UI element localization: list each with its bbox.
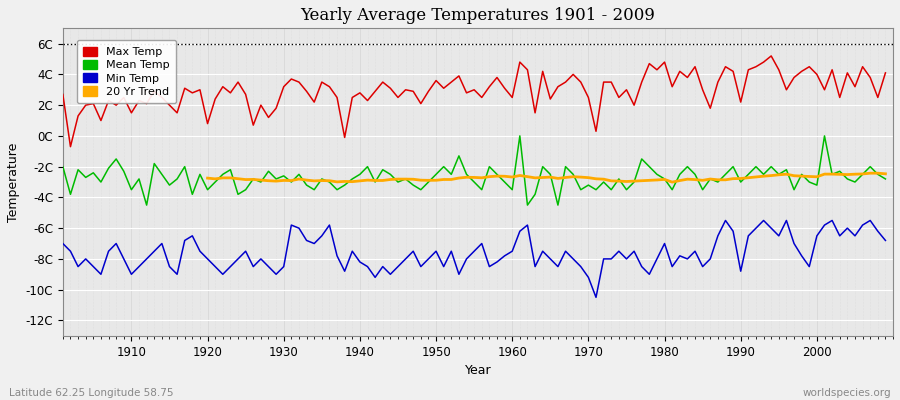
- Legend: Max Temp, Mean Temp, Min Temp, 20 Yr Trend: Max Temp, Mean Temp, Min Temp, 20 Yr Tre…: [76, 40, 176, 104]
- Y-axis label: Temperature: Temperature: [7, 142, 20, 222]
- Text: worldspecies.org: worldspecies.org: [803, 388, 891, 398]
- X-axis label: Year: Year: [464, 364, 491, 377]
- Title: Yearly Average Temperatures 1901 - 2009: Yearly Average Temperatures 1901 - 2009: [301, 7, 655, 24]
- Text: Latitude 62.25 Longitude 58.75: Latitude 62.25 Longitude 58.75: [9, 388, 174, 398]
